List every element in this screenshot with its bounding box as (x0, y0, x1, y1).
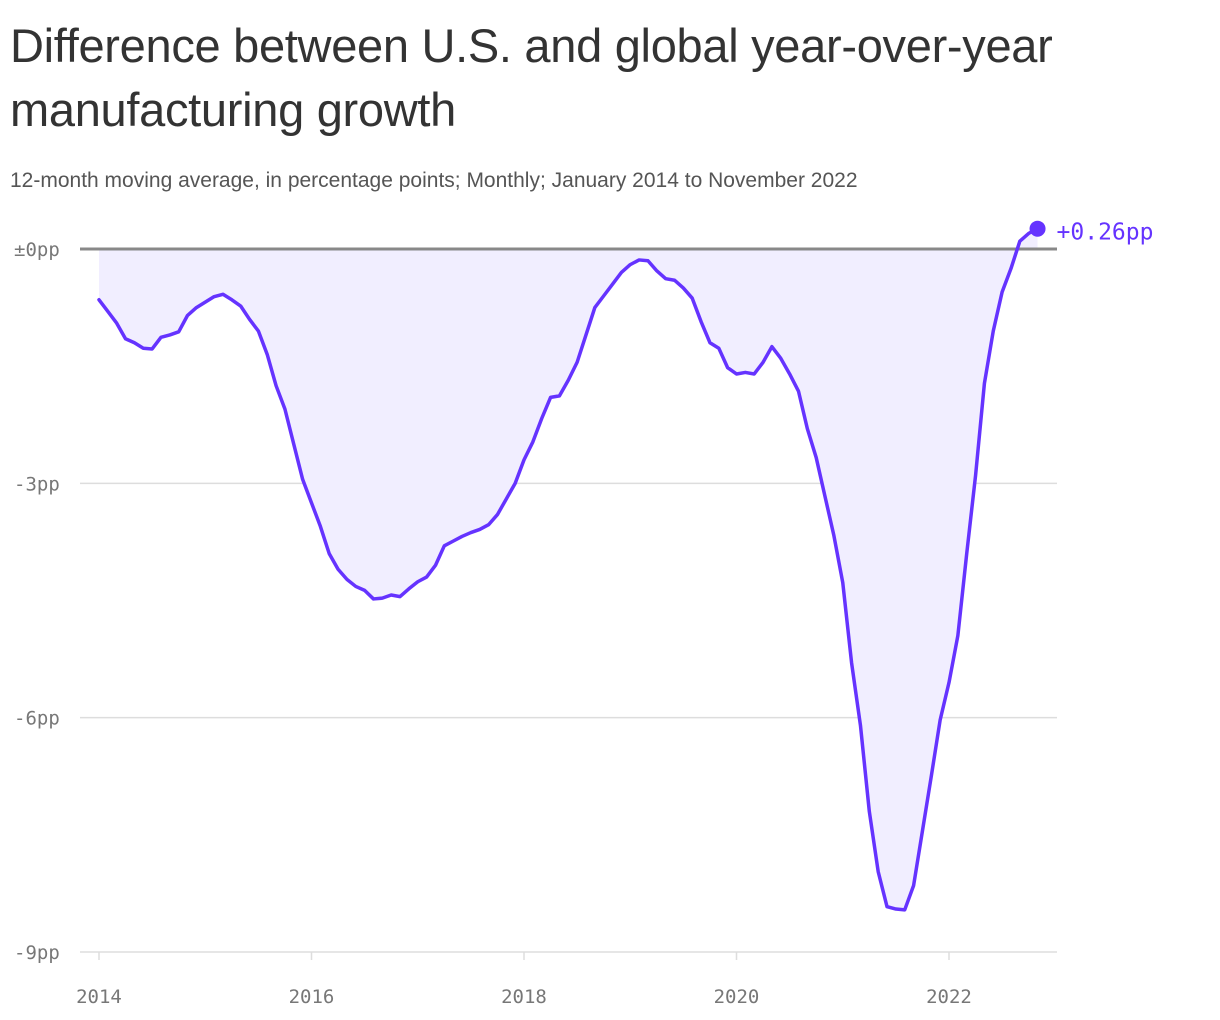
y-axis-labels: ±0pp -3pp -6pp -9pp (14, 239, 60, 964)
x-tick-label: 2014 (76, 986, 122, 1008)
x-axis-labels: 2014 2016 2018 2020 2022 (76, 952, 972, 1008)
chart-subtitle: 12-month moving average, in percentage p… (10, 169, 858, 192)
end-point-marker (1029, 220, 1046, 237)
y-tick-label: -3pp (14, 473, 60, 495)
x-tick-label: 2020 (714, 986, 760, 1008)
y-tick-label: ±0pp (14, 239, 60, 261)
series-line-layer (97, 226, 1040, 912)
area-fill (99, 228, 1038, 910)
y-tick-label: -9pp (14, 942, 60, 964)
x-tick-label: 2016 (289, 986, 335, 1008)
y-tick-label: -6pp (14, 708, 60, 730)
chart-title: Difference between U.S. and global year-… (10, 19, 1053, 136)
x-tick-label: 2022 (926, 986, 972, 1008)
end-value-label: +0.26pp (1057, 220, 1154, 246)
series-line (97, 226, 1040, 912)
x-tick-label: 2018 (501, 986, 547, 1008)
area-fill-layer (99, 228, 1038, 910)
end-annotation-layer: +0.26pp (1029, 220, 1154, 246)
